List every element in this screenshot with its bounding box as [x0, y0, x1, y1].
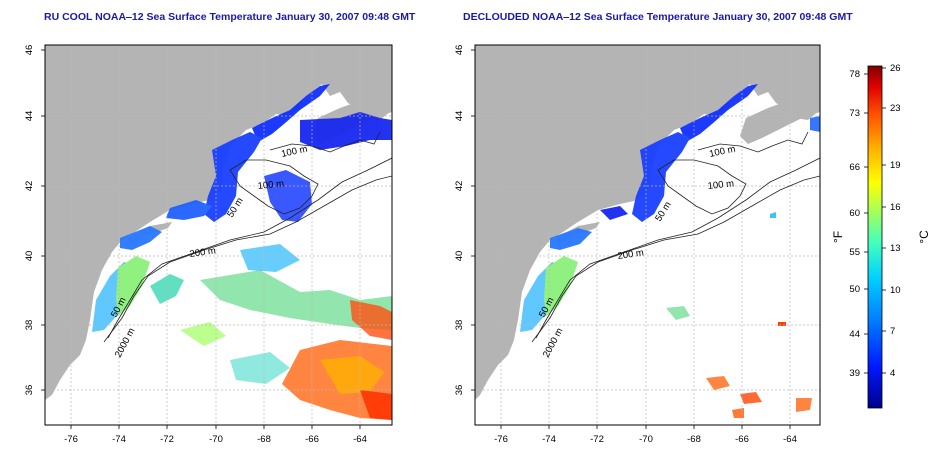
left-lat-label: 46 [24, 45, 35, 56]
colorbar-c-tick: 26 [890, 63, 901, 74]
left-lon-label: -76 [64, 434, 78, 445]
left-label-100m-mid: 100 m [257, 178, 284, 192]
left-lat-label: 40 [24, 251, 35, 262]
left-lon-label: -72 [160, 434, 174, 445]
colorbar-celsius-label: °C [917, 230, 931, 244]
right-land-northeast-us [475, 45, 820, 400]
colorbar-f-tick: 66 [849, 162, 860, 173]
right-land-nova-scotia [740, 96, 820, 144]
left-lon-label: -68 [257, 434, 271, 445]
right-lat-label: 40 [454, 251, 465, 262]
colorbar-fahrenheit-ticks: 78 73 66 60 55 50 44 39 [849, 69, 860, 379]
right-lat-label: 44 [454, 111, 465, 122]
colorbar-f-tick: 44 [849, 329, 860, 340]
colorbar: 78 73 66 60 55 50 44 39 26 23 19 16 13 1… [831, 63, 931, 409]
left-lon-axis: -76 -74 -72 -70 -68 -66 -64 [64, 434, 367, 445]
left-sst-offshore-scattered [180, 244, 392, 420]
left-lat-label: 38 [24, 320, 35, 331]
colorbar-c-tick: 13 [890, 243, 901, 254]
left-label-100m-top: 100 m [280, 144, 308, 160]
right-lon-label: -70 [639, 434, 653, 445]
colorbar-f-tick: 60 [849, 208, 860, 219]
left-lon-label: -66 [305, 434, 319, 445]
right-lon-label: -74 [542, 434, 556, 445]
left-lon-label: -70 [209, 434, 223, 445]
colorbar-f-tick: 39 [849, 368, 860, 379]
left-map: 100 m 100 m 50 m 200 m 50 m 2000 m 46 44… [24, 44, 393, 445]
right-map: 100 m 100 m 50 m 200 m 50 m 2000 m 46 44… [454, 44, 821, 445]
left-sst-coastal-blue [120, 84, 392, 250]
left-panel-title: RU COOL NOAA‒12 Sea Surface Temperature … [44, 11, 416, 23]
colorbar-c-tick: 19 [890, 160, 901, 171]
colorbar-f-tick: 78 [849, 69, 860, 80]
colorbar-gradient [867, 65, 883, 409]
colorbar-f-tick: 73 [849, 108, 860, 119]
left-lat-label: 44 [24, 111, 35, 122]
colorbar-f-tick: 55 [849, 247, 860, 258]
right-lon-label: -76 [494, 434, 508, 445]
right-lat-axis: 46 44 42 40 38 36 [454, 45, 465, 396]
left-lat-label: 36 [24, 385, 35, 396]
right-lon-label: -68 [687, 434, 701, 445]
left-lat-label: 42 [24, 181, 35, 192]
right-sst-coastal-blue [550, 84, 820, 250]
right-lon-axis: -76 -74 -72 -70 -68 -66 -64 [494, 434, 797, 445]
left-lat-axis: 46 44 42 40 38 36 [24, 45, 35, 396]
right-sst-offshore-sparse [666, 212, 812, 418]
left-lon-label: -74 [112, 434, 126, 445]
colorbar-c-tick: 4 [890, 368, 895, 379]
colorbar-c-tick: 7 [890, 326, 895, 337]
left-land-northeast-us [45, 45, 392, 400]
colorbar-c-tick: 23 [890, 103, 901, 114]
right-lon-label: -66 [735, 434, 749, 445]
right-lon-label: -72 [590, 434, 604, 445]
right-label-100m-mid: 100 m [707, 178, 734, 192]
right-label-100m-top: 100 m [708, 144, 736, 160]
right-isobaths [531, 131, 820, 343]
right-label-200m: 200 m [617, 247, 645, 262]
right-lat-label: 46 [454, 45, 465, 56]
colorbar-celsius-ticks: 26 23 19 16 13 10 7 4 [890, 63, 901, 379]
colorbar-c-tick: 10 [890, 285, 901, 296]
colorbar-c-tick: 16 [890, 202, 901, 213]
right-lat-label: 38 [454, 320, 465, 331]
right-lat-label: 42 [454, 181, 465, 192]
colorbar-fahrenheit-label: °F [831, 231, 845, 243]
right-lat-label: 36 [454, 385, 465, 396]
left-label-200m: 200 m [189, 245, 217, 260]
colorbar-f-tick: 50 [849, 284, 860, 295]
left-land-canada [338, 64, 392, 104]
left-grid [45, 45, 392, 425]
left-lon-label: -64 [353, 434, 367, 445]
left-isobaths [103, 131, 392, 343]
right-panel-title: DECLOUDED NOAA‒12 Sea Surface Temperatur… [463, 11, 853, 23]
right-sst-midatlantic [520, 256, 578, 332]
right-lon-label: -64 [783, 434, 797, 445]
